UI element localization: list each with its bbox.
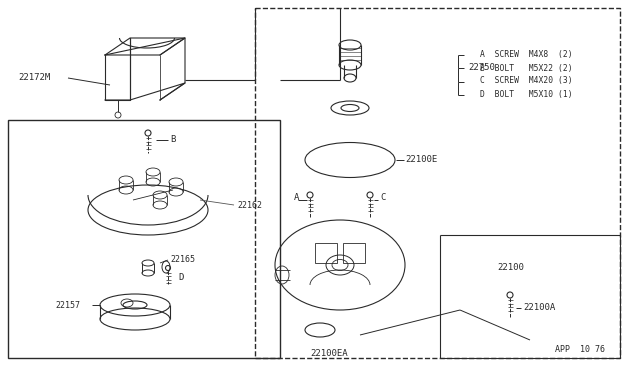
Text: 22157: 22157 [55,301,80,310]
Bar [8,120,280,358]
Text: 22100E: 22100E [405,155,437,164]
Text: D  BOLT   M5X10 (1): D BOLT M5X10 (1) [480,90,573,99]
Text: B: B [170,135,175,144]
Text: D: D [178,273,184,282]
Bar [343,243,365,263]
Text: APP  10 76: APP 10 76 [555,346,605,355]
Bar [315,243,337,263]
Text: 22165: 22165 [170,256,195,264]
Text: 22100: 22100 [497,263,524,273]
Text: 22172M: 22172M [18,74,51,83]
Text: 22750: 22750 [468,64,495,73]
Bar [255,8,620,358]
Text: C  SCREW  M4X20 (3): C SCREW M4X20 (3) [480,77,573,86]
Text: B  BOLT   M5X22 (2): B BOLT M5X22 (2) [480,64,573,73]
Text: 22100EA: 22100EA [310,349,348,357]
Text: 22100A: 22100A [523,304,556,312]
Text: C: C [380,193,385,202]
Text: A  SCREW  M4X8  (2): A SCREW M4X8 (2) [480,51,573,60]
Text: 22162: 22162 [237,201,262,209]
Text: A: A [294,193,300,202]
